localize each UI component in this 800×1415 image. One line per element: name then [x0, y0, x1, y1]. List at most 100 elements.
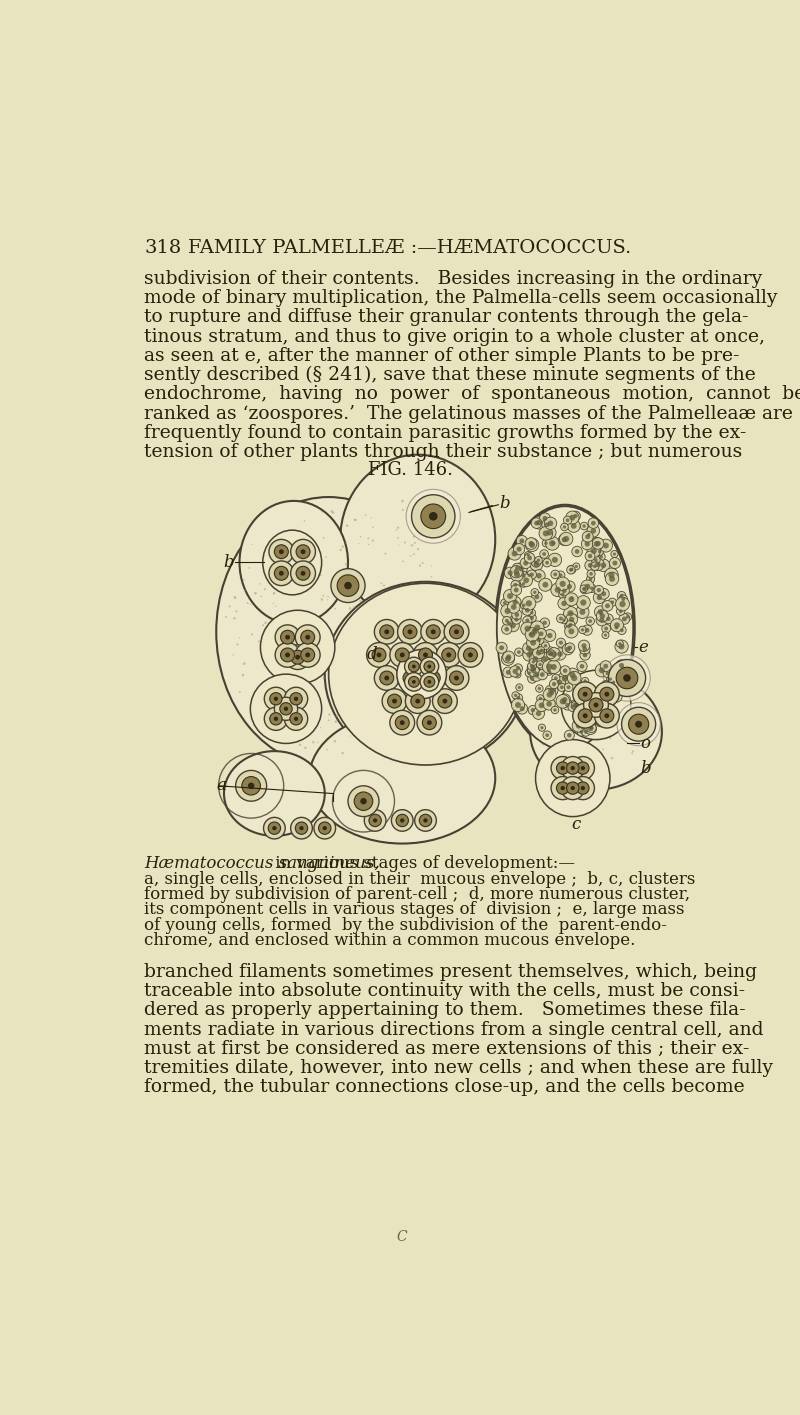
Circle shape	[592, 716, 597, 722]
Circle shape	[567, 519, 580, 532]
Text: b: b	[499, 495, 510, 512]
Circle shape	[573, 563, 580, 570]
Text: in various stages of development:—: in various stages of development:—	[270, 855, 575, 872]
Circle shape	[225, 616, 227, 618]
Circle shape	[532, 591, 542, 603]
Circle shape	[374, 620, 399, 644]
Circle shape	[550, 664, 557, 669]
Circle shape	[323, 649, 326, 652]
Circle shape	[395, 648, 410, 662]
Circle shape	[301, 549, 306, 555]
Circle shape	[514, 583, 518, 587]
Circle shape	[574, 692, 587, 705]
Circle shape	[395, 657, 398, 658]
Circle shape	[413, 642, 438, 668]
Circle shape	[345, 542, 347, 543]
Circle shape	[322, 594, 324, 597]
Circle shape	[573, 703, 598, 729]
Ellipse shape	[250, 674, 322, 743]
Circle shape	[463, 648, 478, 662]
Circle shape	[362, 716, 366, 717]
Circle shape	[546, 733, 549, 737]
Circle shape	[594, 591, 606, 604]
Circle shape	[584, 651, 586, 652]
Circle shape	[582, 678, 589, 685]
Circle shape	[250, 633, 253, 635]
Circle shape	[570, 515, 575, 521]
Circle shape	[619, 594, 627, 603]
Circle shape	[387, 695, 402, 708]
Circle shape	[579, 608, 586, 616]
Circle shape	[253, 698, 256, 700]
Circle shape	[618, 642, 622, 645]
Circle shape	[515, 563, 527, 574]
Circle shape	[514, 572, 520, 577]
Circle shape	[322, 826, 327, 831]
Text: Hæmatococcus sanguineus,: Hæmatococcus sanguineus,	[144, 855, 380, 872]
Circle shape	[262, 624, 264, 627]
Circle shape	[534, 672, 539, 678]
Circle shape	[559, 693, 570, 705]
Circle shape	[533, 628, 537, 633]
Circle shape	[423, 818, 428, 822]
Circle shape	[405, 633, 407, 635]
Circle shape	[527, 570, 537, 579]
Circle shape	[544, 630, 556, 641]
Text: FAMILY PALMELLEÆ :—HÆMATOCOCCUS.: FAMILY PALMELLEÆ :—HÆMATOCOCCUS.	[188, 239, 632, 258]
Circle shape	[591, 521, 596, 525]
Circle shape	[602, 681, 610, 689]
Circle shape	[600, 720, 602, 723]
Circle shape	[505, 608, 510, 614]
Circle shape	[578, 637, 580, 638]
Circle shape	[603, 669, 612, 678]
Circle shape	[574, 649, 576, 651]
Circle shape	[502, 624, 512, 634]
Circle shape	[594, 682, 619, 706]
Circle shape	[604, 655, 650, 700]
Circle shape	[414, 618, 415, 620]
Circle shape	[238, 691, 241, 693]
Circle shape	[523, 560, 528, 566]
Circle shape	[526, 618, 530, 623]
Circle shape	[506, 630, 508, 631]
Circle shape	[346, 525, 349, 526]
Circle shape	[565, 593, 578, 606]
Circle shape	[267, 628, 269, 631]
Circle shape	[254, 591, 257, 594]
Circle shape	[276, 634, 278, 637]
Circle shape	[322, 536, 325, 539]
Circle shape	[530, 668, 536, 674]
Circle shape	[321, 599, 323, 601]
Circle shape	[436, 642, 461, 668]
Circle shape	[267, 565, 270, 567]
Circle shape	[552, 674, 560, 682]
Circle shape	[574, 703, 578, 708]
Circle shape	[312, 695, 315, 698]
Circle shape	[458, 642, 483, 668]
Circle shape	[558, 679, 560, 681]
Circle shape	[235, 610, 238, 613]
Circle shape	[310, 692, 311, 693]
Circle shape	[567, 610, 574, 617]
Circle shape	[564, 582, 575, 591]
Circle shape	[417, 647, 418, 648]
Circle shape	[375, 600, 377, 601]
Circle shape	[536, 672, 538, 675]
Circle shape	[585, 583, 590, 590]
Circle shape	[543, 691, 546, 693]
Circle shape	[582, 625, 592, 635]
Circle shape	[526, 538, 538, 552]
Circle shape	[536, 682, 538, 685]
Circle shape	[514, 617, 518, 621]
Circle shape	[421, 662, 422, 665]
Circle shape	[522, 597, 536, 610]
Circle shape	[520, 706, 525, 712]
Circle shape	[259, 583, 261, 584]
Circle shape	[588, 518, 598, 528]
Circle shape	[322, 628, 325, 631]
Circle shape	[544, 647, 556, 659]
Circle shape	[424, 654, 426, 655]
Circle shape	[574, 741, 576, 743]
Ellipse shape	[340, 454, 495, 624]
Circle shape	[450, 625, 463, 638]
